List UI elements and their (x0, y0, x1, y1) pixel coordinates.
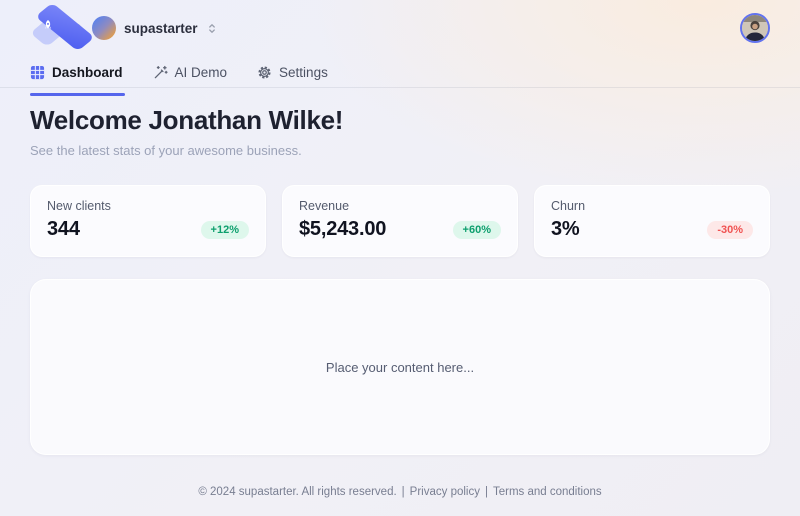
app-logo[interactable] (30, 2, 95, 52)
copyright-text: © 2024 supastarter. All rights reserved. (198, 486, 397, 498)
privacy-policy-link[interactable]: Privacy policy (409, 486, 480, 498)
gear-icon (257, 65, 272, 80)
stat-card-new-clients: New clients 344 +12% (30, 185, 266, 257)
stat-value: $5,243.00 (299, 218, 387, 240)
stat-card-churn: Churn 3% -30% (534, 185, 770, 257)
main-content: Welcome Jonathan Wilke! See the latest s… (0, 105, 800, 498)
stat-value: 3% (551, 218, 580, 240)
stat-label: Churn (551, 199, 586, 213)
org-avatar (92, 16, 116, 40)
chevrons-up-down-icon (208, 23, 215, 33)
footer-separator: | (484, 486, 488, 498)
trend-badge: +60% (452, 220, 501, 239)
page-subtitle: See the latest stats of your awesome bus… (30, 143, 302, 158)
magic-wand-icon (153, 65, 168, 80)
page-title: Welcome Jonathan Wilke! (30, 105, 344, 135)
stat-value: 344 (47, 218, 80, 240)
tab-label: Settings (279, 64, 328, 80)
tab-ai-demo[interactable]: AI Demo (153, 56, 228, 88)
footer-separator: | (401, 486, 405, 498)
content-placeholder-card: Place your content here... (30, 279, 770, 455)
tab-dashboard[interactable]: Dashboard (30, 56, 125, 96)
trend-badge: -30% (707, 220, 753, 239)
org-switcher[interactable]: supastarter (92, 16, 218, 40)
welcome-section: Welcome Jonathan Wilke! See the latest s… (30, 105, 770, 158)
trend-badge: +12% (200, 220, 249, 239)
stat-label: Revenue (299, 199, 350, 213)
rocket-icon (44, 20, 52, 29)
tab-label: Dashboard (52, 64, 123, 80)
tab-bar: Dashboard AI Demo (0, 46, 800, 96)
terms-link[interactable]: Terms and conditions (492, 486, 602, 498)
stat-label: New clients (47, 199, 111, 213)
org-name: supastarter (124, 20, 198, 36)
tab-settings[interactable]: Settings (257, 56, 328, 88)
stats-row: New clients 344 +12% Revenue $5,243.00 +… (30, 185, 770, 257)
user-avatar-button[interactable] (740, 13, 770, 43)
user-photo (742, 15, 768, 41)
tab-label: AI Demo (174, 64, 228, 80)
footer: © 2024 supastarter. All rights reserved.… (30, 486, 770, 498)
stat-card-revenue: Revenue $5,243.00 +60% (282, 185, 518, 257)
top-bar: supastarter (0, 0, 800, 52)
placeholder-text: Place your content here... (325, 359, 475, 375)
grid-icon (30, 65, 45, 80)
